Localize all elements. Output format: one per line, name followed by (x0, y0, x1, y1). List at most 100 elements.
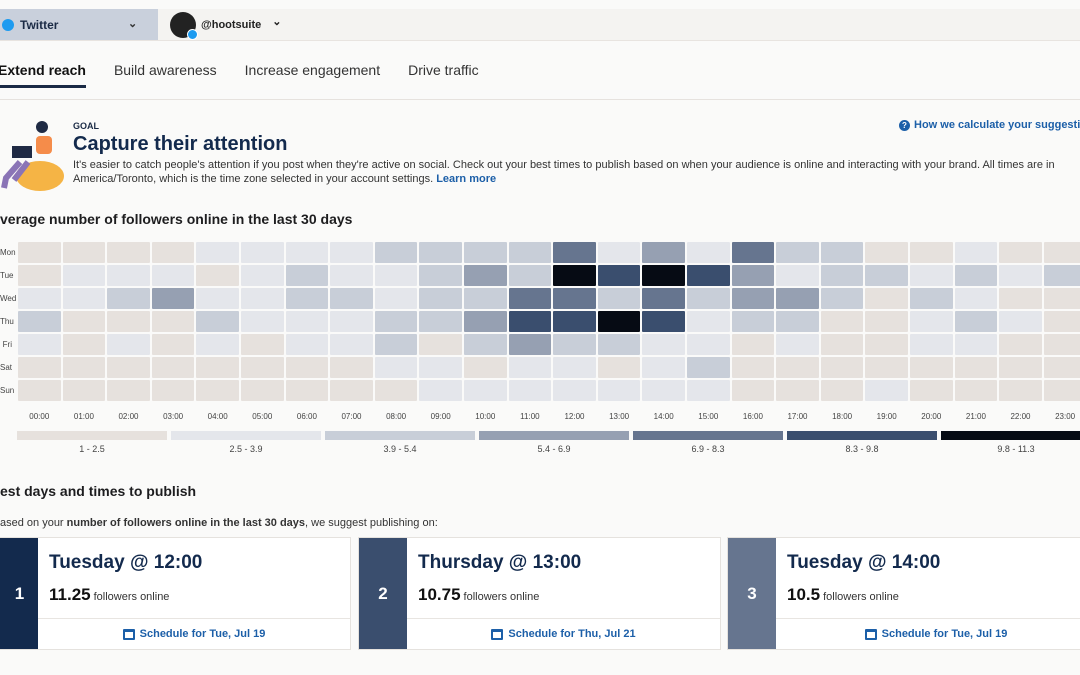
heatmap-cell (18, 380, 61, 401)
heatmap-cell (776, 311, 819, 332)
suggested-time: Tuesday @ 14:00 (787, 552, 941, 573)
heatmap-cell (865, 311, 908, 332)
legend-swatch (171, 431, 321, 440)
suggested-time: Tuesday @ 12:00 (49, 552, 203, 573)
account-label: @hootsuite (201, 18, 262, 31)
tab-increase-engagement[interactable]: Increase engagement (244, 62, 381, 78)
followers-unit: followers online (823, 591, 899, 603)
heatmap-cell (910, 242, 953, 263)
followers-count: 10.75 (418, 585, 461, 604)
heatmap-cell (196, 380, 239, 401)
network-label: Twitter (20, 17, 59, 32)
schedule-button[interactable]: Schedule for Tue, Jul 19 (776, 618, 1080, 649)
rank-badge: 2 (359, 538, 407, 649)
heatmap-cell (464, 242, 507, 263)
legend-swatch (941, 431, 1080, 440)
hour-label: 23:00 (1055, 412, 1076, 421)
schedule-label: Schedule for Thu, Jul 21 (508, 628, 636, 640)
tab-build-awareness[interactable]: Build awareness (113, 62, 217, 78)
legend-label: 1 - 2.5 (79, 444, 105, 454)
heatmap-cell (642, 311, 685, 332)
day-label: Sun (0, 386, 15, 395)
heatmap-cell (374, 334, 418, 355)
heatmap-cell (865, 380, 908, 401)
tab-drive-traffic[interactable]: Drive traffic (408, 62, 479, 78)
how-we-calculate-link[interactable]: ? How we calculate your suggestion (899, 119, 1080, 131)
heatmap-cell (820, 242, 864, 263)
heatmap-cell (910, 311, 953, 332)
day-label: Wed (0, 294, 17, 303)
hour-label: 08:00 (386, 412, 407, 421)
heatmap-cell (687, 380, 730, 401)
followers-unit: followers online (93, 591, 170, 603)
heatmap-cell (151, 380, 195, 401)
hour-label: 00:00 (29, 412, 50, 421)
heatmap-cell (999, 288, 1042, 309)
legend-label: 3.9 - 5.4 (383, 444, 417, 454)
heatmap-cell (731, 380, 775, 401)
goal-title: Capture their attention (73, 133, 288, 155)
heatmap-cell (553, 242, 596, 263)
heatmap-cell (107, 288, 150, 309)
heatmap-cell (731, 242, 775, 263)
account-select[interactable]: @hootsuite ⌄ (170, 9, 281, 40)
heatmap-cell (18, 242, 61, 263)
heatmap-cell (419, 265, 462, 286)
heatmap-cell (241, 288, 284, 309)
heatmap-cell (954, 334, 998, 355)
heatmap-cell (597, 265, 641, 286)
legend-swatch (479, 431, 629, 440)
heatmap-cell (999, 334, 1042, 355)
heatmap-cell (18, 357, 61, 378)
heatmap-cell (419, 242, 462, 263)
schedule-button[interactable]: Schedule for Thu, Jul 21 (407, 618, 720, 649)
heatmap-cell (865, 288, 908, 309)
schedule-button[interactable]: Schedule for Tue, Jul 19 (38, 618, 350, 649)
heatmap-cell (419, 357, 462, 378)
rank-number: 2 (378, 583, 388, 603)
heatmap-cell (151, 311, 195, 332)
hour-label: 05:00 (252, 412, 273, 421)
heatmap-cell (731, 265, 775, 286)
hour-label: 12:00 (564, 412, 585, 421)
heatmap-cell (642, 242, 685, 263)
hour-label: 10:00 (475, 412, 496, 421)
heatmap-cell (687, 265, 730, 286)
sub-bold: number of followers online in the last 3… (66, 517, 306, 529)
hour-label: 20:00 (921, 412, 942, 421)
heatmap-cell (508, 242, 552, 263)
heatmap-cell (62, 334, 106, 355)
hour-label: 07:00 (341, 412, 362, 421)
heatmap-cell (999, 242, 1042, 263)
heatmap-title: verage number of followers online in the… (0, 211, 353, 227)
suggestion-card: 2 Thursday @ 13:00 10.75 followers online… (358, 537, 721, 650)
heatmap-cell (642, 334, 685, 355)
heatmap-cell (285, 380, 329, 401)
learn-more-link[interactable]: Learn more (436, 173, 497, 185)
heatmap-cell (330, 334, 373, 355)
heatmap-cell (954, 380, 998, 401)
heatmap-cell (62, 380, 106, 401)
followers-unit: followers online (463, 591, 540, 603)
network-select[interactable]: Twitter ⌄ (0, 9, 158, 40)
heatmap-cell (196, 265, 239, 286)
heatmap-cell (62, 242, 106, 263)
question-icon: ? (899, 119, 910, 131)
heatmap-cell (731, 357, 775, 378)
heatmap-cell (687, 242, 730, 263)
heatmap-cell (419, 334, 462, 355)
tab-extend-reach[interactable]: Extend reach (0, 62, 86, 88)
heatmap-cell (508, 357, 552, 378)
heatmap-cell (910, 357, 953, 378)
schedule-label: Schedule for Tue, Jul 19 (881, 628, 1008, 640)
heatmap-cell (330, 380, 373, 401)
heatmap-cell (196, 334, 239, 355)
heatmap-cell (374, 380, 418, 401)
legend-swatch (17, 431, 167, 440)
heatmap-cell (642, 265, 685, 286)
heatmap-cell (687, 334, 730, 355)
heatmap-cell (419, 380, 462, 401)
legend-label: 5.4 - 6.9 (537, 444, 571, 454)
hour-label: 02:00 (118, 412, 139, 421)
heatmap-cell (374, 288, 418, 309)
